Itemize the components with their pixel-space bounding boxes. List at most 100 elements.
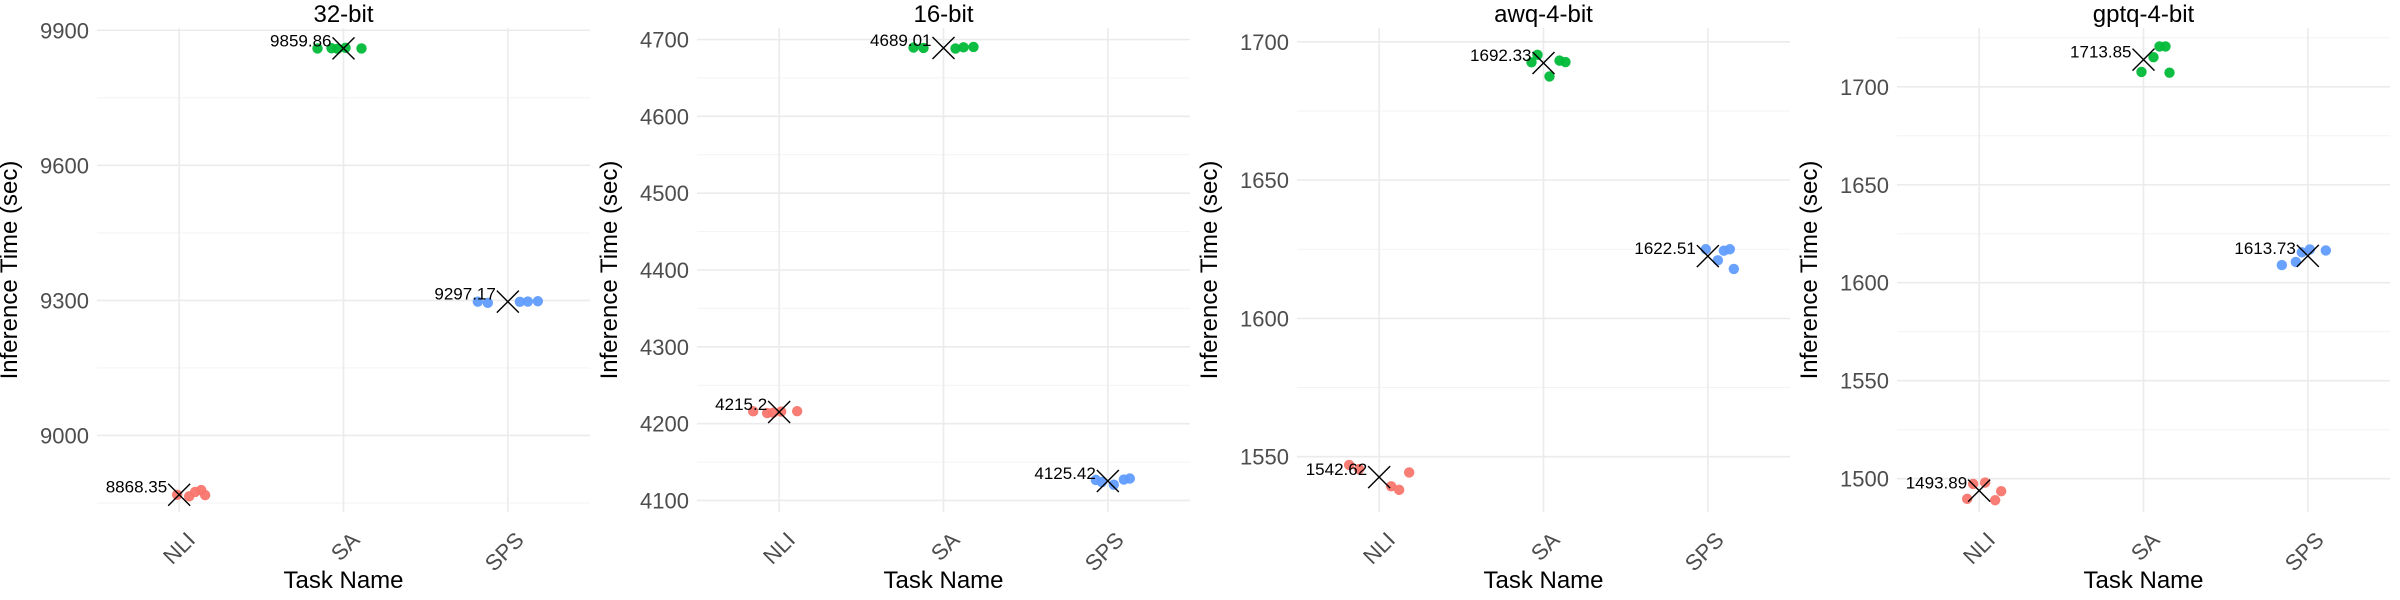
y-tick-label: 4500 (640, 181, 689, 206)
y-tick-label: 4100 (640, 488, 689, 513)
data-point-sa (1526, 57, 1537, 68)
data-point-sps (482, 297, 494, 309)
y-tick-label: 1650 (1840, 173, 1889, 198)
data-point-sps (472, 296, 484, 307)
mean-marker-nli (167, 483, 191, 507)
mean-marker-sps (2296, 244, 2320, 268)
panel-1: 4100 4200 4300 4400 4500 4600 4700 NLI SA SPS 16-b… (596, 1, 1190, 594)
mean-value-label: 1692.33 (1470, 46, 1531, 65)
x-tick-label: SPS (2280, 527, 2329, 576)
mean-marker-sps (496, 290, 520, 314)
y-axis-title: Inference Time (sec) (0, 161, 23, 380)
data-point-sps (2276, 259, 2288, 271)
panel-0: 9000 9300 9600 9900 NLI SA SPS 32-bit Task Name I… (0, 1, 590, 594)
data-point-sa (1544, 71, 1555, 82)
data-point-sa (908, 42, 919, 53)
x-tick-label: NLI (758, 527, 800, 569)
y-axis-title: Inference Time (sec) (1796, 161, 1823, 380)
y-tick-label: 1650 (1240, 168, 1289, 193)
x-tick-label: SPS (1680, 527, 1729, 576)
data-point-sa (2164, 67, 2175, 78)
y-tick-label: 4600 (640, 104, 689, 129)
mean-marker-stroke (167, 483, 191, 507)
y-tick-label: 1600 (1840, 271, 1889, 296)
y-tick-label: 9600 (40, 153, 89, 178)
mean-marker-stroke (332, 36, 355, 60)
mean-marker-nli (767, 400, 791, 424)
data-point-sps (1712, 255, 1724, 266)
y-tick-label: 9300 (40, 288, 89, 313)
data-point-sps (1124, 473, 1136, 484)
mean-marker-sa (2132, 48, 2155, 72)
data-point-sps (1728, 263, 1740, 275)
x-tick-label: SA (1526, 527, 1565, 566)
panel-title: 32-bit (313, 1, 373, 28)
mean-value-label: 8868.35 (106, 478, 167, 497)
mean-marker-sps (1696, 244, 1720, 268)
data-point-nli (1385, 481, 1397, 492)
y-tick-label: 4300 (640, 335, 689, 360)
mean-value-label: 1713.85 (2070, 43, 2131, 62)
data-point-nli (183, 491, 195, 502)
data-point-sps (1108, 479, 1120, 490)
data-point-nli (1995, 486, 2007, 497)
data-point-sa (2160, 41, 2171, 52)
mean-marker-sa (1532, 51, 1555, 75)
panel-title: 16-bit (913, 1, 973, 28)
data-point-sa (312, 43, 323, 54)
y-tick-label: 1700 (1840, 75, 1889, 100)
mean-marker-nli (1367, 465, 1391, 489)
mean-marker-sa (932, 36, 955, 60)
y-tick-label: 1550 (1840, 369, 1889, 394)
data-point-sa (356, 43, 367, 54)
data-point-nli (1343, 459, 1355, 471)
mean-marker-stroke (1967, 479, 1991, 503)
data-point-nli (1961, 493, 1973, 505)
data-point-nli (1353, 463, 1365, 475)
data-point-nli (1989, 495, 2001, 506)
x-tick-label: NLI (158, 527, 200, 569)
data-point-sa (968, 41, 979, 53)
data-point-nli (791, 406, 803, 417)
mean-value-label: 9859.86 (270, 31, 331, 50)
panel-title: gptq-4-bit (2093, 1, 2195, 28)
data-point-sa (2136, 66, 2147, 78)
data-point-sps (1724, 244, 1736, 255)
panel-2: 1550 1600 1650 1700 NLI SA SPS awq-4-bit Task Na… (1196, 1, 1790, 594)
mean-marker-stroke (2296, 244, 2320, 268)
data-point-sps (522, 296, 534, 307)
data-point-nli (1393, 484, 1405, 496)
x-tick-label: SA (926, 527, 965, 566)
mean-marker-stroke (1532, 51, 1555, 75)
y-tick-label: 9900 (40, 18, 89, 43)
x-tick-label: SPS (1080, 527, 1129, 576)
y-tick-label: 1500 (1840, 467, 1889, 492)
mean-marker-stroke (1096, 469, 1120, 493)
data-point-sa (1532, 49, 1543, 61)
data-point-nli (775, 406, 787, 417)
mean-value-label: 1493.89 (1906, 474, 1967, 493)
data-point-sa (1560, 56, 1571, 68)
x-axis-title: Task Name (883, 567, 1003, 594)
y-tick-label: 4400 (640, 258, 689, 283)
x-tick-label: SA (326, 527, 365, 566)
mean-marker-stroke (1696, 244, 1720, 268)
x-tick-label: SA (2126, 527, 2165, 566)
data-point-sps (532, 296, 544, 307)
mean-marker-stroke (1367, 465, 1391, 489)
data-point-nli (199, 489, 211, 501)
y-tick-label: 1600 (1240, 306, 1289, 331)
data-point-sps (2296, 247, 2308, 258)
data-point-nli (1979, 477, 1991, 488)
y-tick-label: 4700 (640, 28, 689, 53)
mean-marker-sps (1096, 469, 1120, 493)
data-point-sa (958, 42, 969, 53)
data-point-sps (2290, 256, 2302, 268)
y-tick-label: 4200 (640, 412, 689, 437)
mean-value-label: 9297.17 (434, 285, 495, 304)
mean-value-label: 4215.2 (715, 395, 767, 414)
data-point-sa (2148, 51, 2159, 63)
mean-marker-stroke (2132, 48, 2155, 72)
